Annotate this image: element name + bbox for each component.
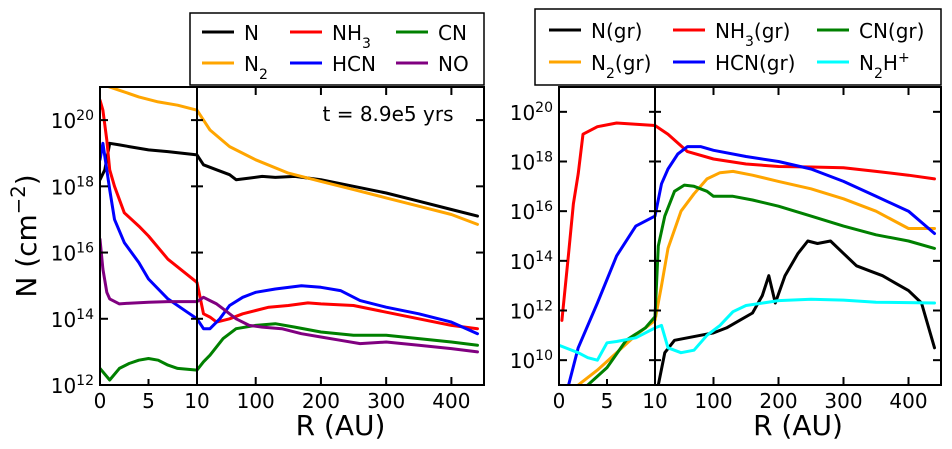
- x-tick-label: 0: [94, 389, 107, 413]
- x-tick-label: 10: [184, 389, 209, 413]
- x-tick-label: 200: [759, 389, 797, 413]
- x-axis-title: R (AU): [296, 409, 386, 442]
- y-tick-label: 1016: [510, 199, 553, 224]
- legend-box: [189, 12, 485, 86]
- series-line-2: [560, 121, 936, 322]
- x-tick-label: 5: [142, 389, 155, 413]
- x-tick-label: 100: [237, 389, 275, 413]
- series-line-4: [586, 183, 936, 385]
- x-tick-label: 300: [824, 389, 862, 413]
- x-tick-label: 0: [553, 389, 566, 413]
- x-axis-title: R (AU): [753, 409, 843, 442]
- series-line-5: [559, 297, 936, 362]
- x-tick-label: 200: [302, 389, 340, 413]
- legend-label: HCN: [332, 52, 376, 76]
- series-group: [100, 87, 479, 382]
- y-axis-title: N (cm−2): [7, 174, 44, 297]
- y-tick-label: 1014: [510, 249, 553, 274]
- y-tick-label: 1020: [51, 108, 94, 133]
- series-line-1: [105, 87, 479, 226]
- axes-frame: [99, 86, 485, 386]
- legend-label: N(gr): [591, 19, 642, 43]
- x-tick-label: 300: [367, 389, 405, 413]
- series-group: [559, 121, 936, 385]
- legend-label: NH3: [332, 21, 371, 52]
- legend-label: NO: [438, 52, 469, 76]
- series-line-5: [100, 237, 479, 354]
- x-tick-label: 400: [889, 389, 927, 413]
- y-tick-label: 1010: [510, 348, 553, 373]
- series-line-0: [656, 239, 936, 385]
- y-tick-label: 1018: [510, 150, 553, 175]
- series-line-4: [100, 322, 479, 382]
- series-line-0: [100, 141, 479, 218]
- legend-label: CN(gr): [859, 19, 924, 43]
- x-tick-label: 400: [432, 389, 470, 413]
- y-tick-label: 1020: [510, 100, 553, 125]
- legend-label: N2H+: [859, 50, 910, 82]
- y-tick-label: 1012: [510, 299, 553, 324]
- series-line-2: [100, 98, 479, 331]
- legend-box: [534, 8, 942, 86]
- legend: N(gr) N2(gr) NH3(gr)HCN(gr) CN(gr) N2H+: [534, 8, 942, 86]
- legend-label: N: [244, 21, 259, 45]
- series-line-3: [567, 145, 936, 385]
- axes-frame: [558, 86, 942, 386]
- legend-label: NH3(gr): [715, 19, 790, 50]
- series-line-1: [576, 169, 936, 385]
- y-tick-label: 1016: [51, 241, 94, 266]
- y-tick-label: 1014: [51, 307, 94, 332]
- x-tick-label: 100: [694, 389, 732, 413]
- legend-label: CN: [438, 21, 467, 45]
- y-tick-label: 1012: [51, 373, 94, 398]
- series-line-3: [100, 141, 479, 336]
- x-tick-label: 5: [601, 389, 614, 413]
- legend-label: N2(gr): [591, 51, 651, 82]
- time-annotation: t = 8.9e5 yrs: [323, 102, 454, 126]
- x-tick-label: 10: [642, 389, 667, 413]
- legend-label: HCN(gr): [715, 51, 796, 75]
- legend-label: N2: [244, 52, 268, 83]
- y-tick-label: 1018: [51, 174, 94, 199]
